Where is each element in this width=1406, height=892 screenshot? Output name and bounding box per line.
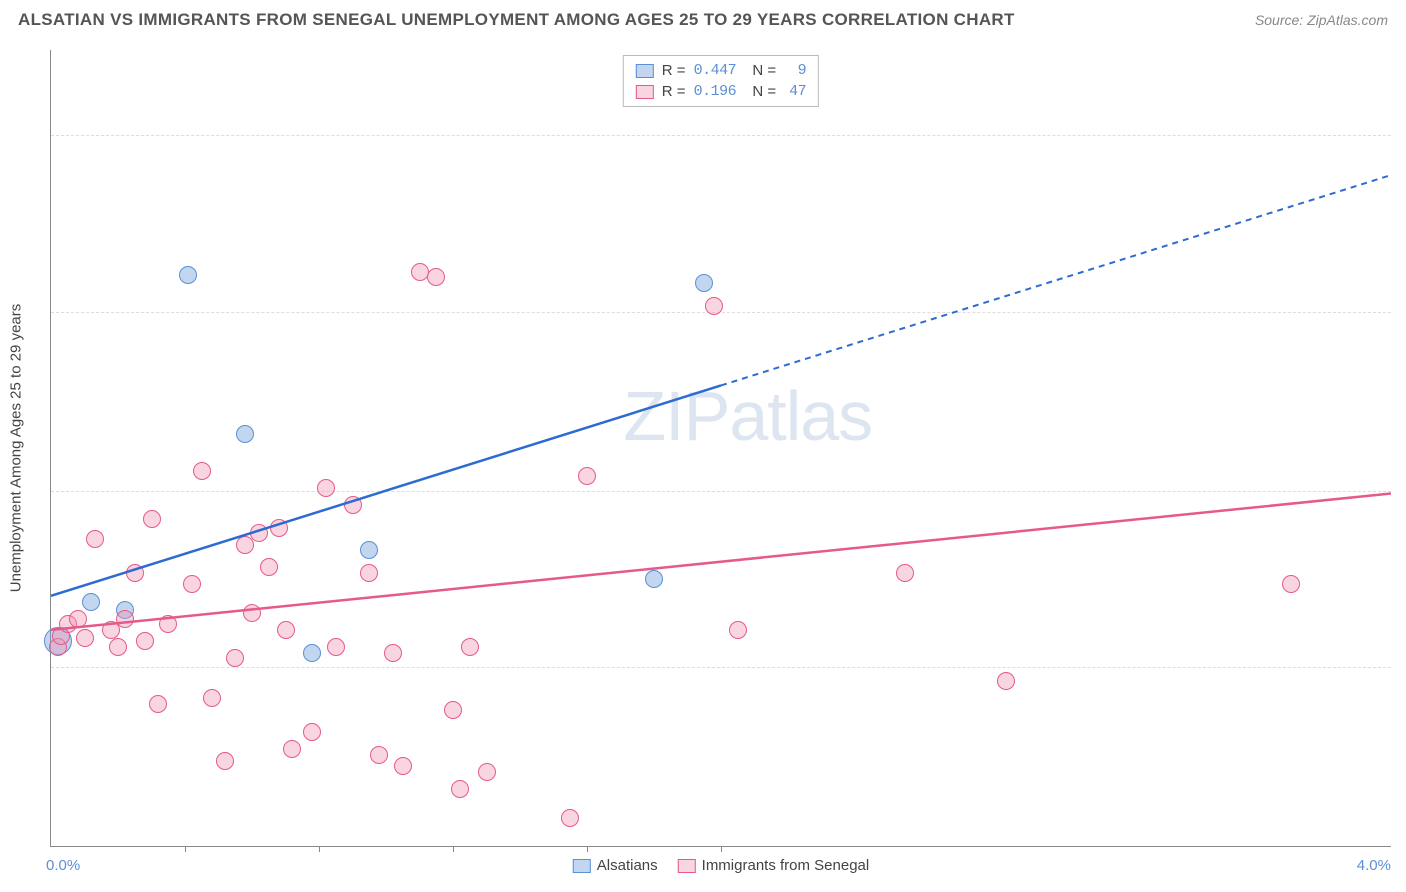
marker-senegal (183, 575, 201, 593)
marker-senegal (226, 649, 244, 667)
marker-senegal (729, 621, 747, 639)
x-tick-mark (721, 846, 722, 852)
marker-senegal (260, 558, 278, 576)
marker-senegal (317, 479, 335, 497)
y-tick-label: 12.5% (1396, 482, 1406, 499)
marker-senegal (384, 644, 402, 662)
marker-senegal (997, 672, 1015, 690)
trend-lines (51, 50, 1391, 846)
marker-senegal (193, 462, 211, 480)
marker-senegal (126, 564, 144, 582)
marker-senegal (427, 268, 445, 286)
gridline-h (51, 491, 1391, 492)
marker-senegal (561, 809, 579, 827)
marker-senegal (283, 740, 301, 758)
marker-alsatians (360, 541, 378, 559)
marker-alsatians (303, 644, 321, 662)
legend-item-senegal: Immigrants from Senegal (678, 857, 870, 874)
marker-senegal (243, 604, 261, 622)
marker-senegal (109, 638, 127, 656)
marker-senegal (327, 638, 345, 656)
marker-senegal (86, 530, 104, 548)
legend-label-alsatians: Alsatians (597, 857, 658, 874)
y-tick-label: 25.0% (1396, 127, 1406, 144)
x-tick-mark (185, 846, 186, 852)
swatch-alsatians (636, 64, 654, 78)
swatch-senegal-icon (678, 859, 696, 873)
marker-senegal (69, 610, 87, 628)
marker-senegal (136, 632, 154, 650)
marker-senegal (1282, 575, 1300, 593)
marker-senegal (411, 263, 429, 281)
watermark: ZIPatlas (623, 376, 872, 456)
x-axis-min-label: 0.0% (46, 857, 80, 874)
y-tick-label: 18.8% (1396, 303, 1406, 320)
marker-senegal (250, 524, 268, 542)
swatch-alsatians-icon (573, 859, 591, 873)
marker-senegal (143, 510, 161, 528)
series-legend: Alsatians Immigrants from Senegal (573, 857, 869, 874)
marker-alsatians (82, 593, 100, 611)
marker-alsatians (179, 266, 197, 284)
marker-senegal (360, 564, 378, 582)
gridline-h (51, 667, 1391, 668)
r-value-alsatians: 0.447 (694, 60, 737, 81)
marker-senegal (270, 519, 288, 537)
marker-senegal (116, 610, 134, 628)
marker-alsatians (236, 425, 254, 443)
x-tick-mark (587, 846, 588, 852)
x-axis-max-label: 4.0% (1357, 857, 1391, 874)
gridline-h (51, 135, 1391, 136)
marker-senegal (451, 780, 469, 798)
marker-senegal (344, 496, 362, 514)
legend-row-senegal: R = 0.196 N = 47 (636, 81, 806, 102)
swatch-senegal (636, 85, 654, 99)
chart-title: ALSATIAN VS IMMIGRANTS FROM SENEGAL UNEM… (18, 10, 1015, 30)
correlation-legend: R = 0.447 N = 9 R = 0.196 N = 47 (623, 55, 819, 107)
marker-senegal (394, 757, 412, 775)
marker-alsatians (695, 274, 713, 292)
marker-senegal (478, 763, 496, 781)
marker-alsatians (645, 570, 663, 588)
legend-item-alsatians: Alsatians (573, 857, 658, 874)
chart-header: ALSATIAN VS IMMIGRANTS FROM SENEGAL UNEM… (0, 0, 1406, 36)
marker-senegal (370, 746, 388, 764)
r-value-senegal: 0.196 (694, 81, 737, 102)
marker-senegal (149, 695, 167, 713)
n-value-alsatians: 9 (784, 60, 806, 81)
x-tick-mark (319, 846, 320, 852)
y-axis-label: Unemployment Among Ages 25 to 29 years (8, 304, 25, 593)
chart-source: Source: ZipAtlas.com (1255, 12, 1388, 28)
marker-senegal (303, 723, 321, 741)
marker-senegal (896, 564, 914, 582)
x-tick-mark (453, 846, 454, 852)
marker-senegal (203, 689, 221, 707)
marker-senegal (216, 752, 234, 770)
marker-senegal (444, 701, 462, 719)
marker-senegal (159, 615, 177, 633)
n-value-senegal: 47 (784, 81, 806, 102)
legend-label-senegal: Immigrants from Senegal (702, 857, 870, 874)
marker-senegal (461, 638, 479, 656)
marker-senegal (76, 629, 94, 647)
legend-row-alsatians: R = 0.447 N = 9 (636, 60, 806, 81)
y-tick-label: 6.3% (1396, 658, 1406, 675)
marker-senegal (705, 297, 723, 315)
marker-senegal (578, 467, 596, 485)
scatter-plot-area: Unemployment Among Ages 25 to 29 years Z… (50, 50, 1391, 847)
marker-senegal (277, 621, 295, 639)
